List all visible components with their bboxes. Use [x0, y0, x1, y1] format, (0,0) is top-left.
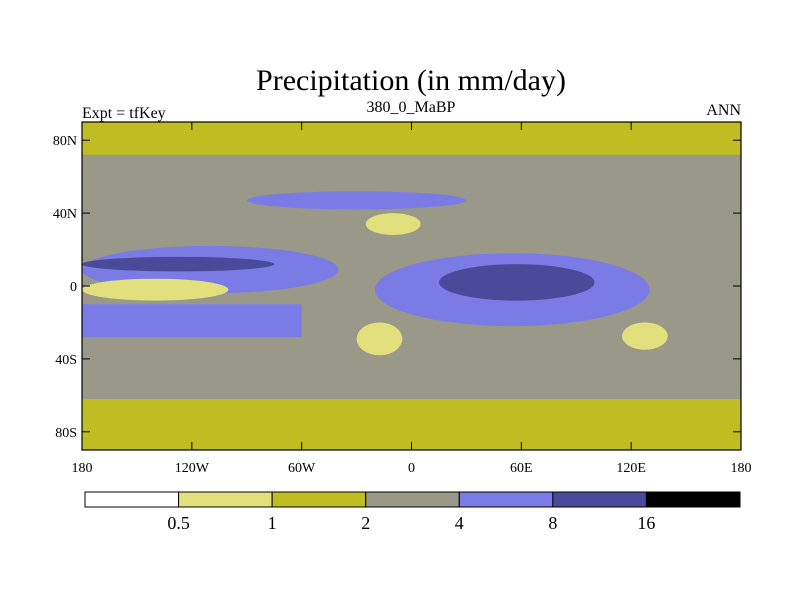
- colorbar-box: [271, 491, 367, 508]
- x-tick-label: 120W: [175, 461, 210, 476]
- map-axes: 180 120W 60W 0 60E 120E 180 80N 40N 0 40S 80S: [53, 121, 752, 476]
- region-subtropical-dry-north: [365, 213, 421, 235]
- experiment-label: Expt = tfKey: [82, 105, 166, 122]
- y-tick-label: 80N: [53, 134, 77, 149]
- region-subtropical-dry-south-east: [622, 322, 668, 350]
- colorbar-label: 8: [548, 513, 557, 533]
- chart-title: Precipitation (in mm/day): [256, 64, 566, 97]
- colorbar-box: [552, 491, 647, 508]
- y-tick-label: 80S: [55, 426, 77, 441]
- region-antarctic-dry: [82, 398, 741, 450]
- colorbar-box: [365, 491, 460, 508]
- region-pacific-itcz-core: [82, 256, 275, 272]
- colorbar-label: 0.5: [167, 513, 190, 533]
- region-east-hemisphere-core: [438, 264, 595, 301]
- x-tick-label: 0: [408, 461, 415, 476]
- time-label: 380_0_MaBP: [367, 99, 456, 116]
- x-tick-label: 180: [72, 461, 93, 476]
- y-tick-label: 40S: [55, 353, 77, 368]
- region-north-midlat-storm-track: [246, 191, 467, 210]
- x-tick-label: 120E: [616, 461, 646, 476]
- season-label: ANN: [706, 102, 741, 119]
- colorbar-label: 16: [637, 513, 655, 533]
- x-tick-label: 60W: [288, 461, 316, 476]
- colorbar-box: [458, 491, 554, 508]
- region-equatorial-dry-tongue: [82, 278, 229, 301]
- x-tick-label: 60E: [510, 461, 533, 476]
- map-field: [82, 122, 741, 450]
- colorbar-box: [84, 491, 180, 508]
- colorbar-label: 2: [361, 513, 370, 533]
- colorbar-label: 1: [268, 513, 277, 533]
- region-subtropical-dry-south-west: [356, 322, 403, 356]
- y-tick-label: 0: [70, 280, 77, 295]
- colorbar-box: [178, 491, 273, 508]
- region-south-pacific-band: [82, 304, 302, 338]
- y-tick-label: 40N: [53, 207, 77, 222]
- colorbar-box: [645, 491, 741, 508]
- colorbar-label: 4: [455, 513, 464, 533]
- x-tick-label: 180: [731, 461, 752, 476]
- colorbar: 0.5 1 2 4 8 16: [84, 491, 741, 533]
